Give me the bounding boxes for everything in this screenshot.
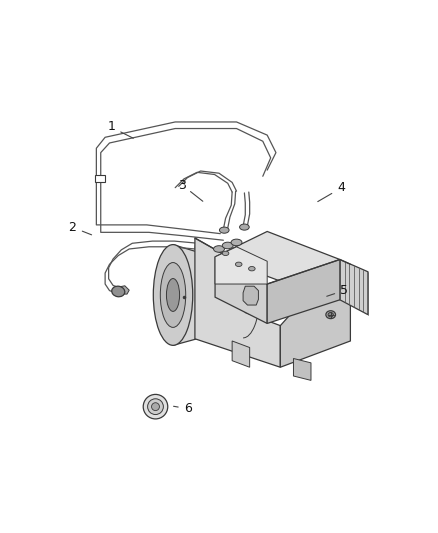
- Text: 3: 3: [178, 179, 186, 192]
- Text: 6: 6: [184, 402, 192, 415]
- Ellipse shape: [240, 224, 249, 230]
- Ellipse shape: [112, 286, 125, 297]
- Circle shape: [148, 399, 163, 415]
- Text: 2: 2: [68, 221, 76, 233]
- Polygon shape: [215, 247, 267, 284]
- Polygon shape: [280, 260, 350, 367]
- Polygon shape: [195, 238, 280, 367]
- Circle shape: [143, 394, 168, 419]
- Ellipse shape: [214, 246, 224, 252]
- Polygon shape: [113, 286, 129, 294]
- Ellipse shape: [219, 227, 229, 233]
- Ellipse shape: [160, 263, 186, 327]
- Ellipse shape: [328, 312, 333, 317]
- Polygon shape: [215, 231, 340, 284]
- Polygon shape: [232, 341, 250, 367]
- Ellipse shape: [236, 262, 242, 266]
- Bar: [95, 175, 105, 182]
- Circle shape: [152, 403, 159, 410]
- Polygon shape: [340, 260, 368, 314]
- Text: 5: 5: [340, 284, 348, 297]
- Polygon shape: [293, 359, 311, 381]
- Ellipse shape: [166, 279, 180, 311]
- Polygon shape: [215, 257, 267, 324]
- Ellipse shape: [249, 266, 255, 271]
- Ellipse shape: [222, 251, 229, 255]
- Polygon shape: [243, 286, 258, 305]
- Ellipse shape: [326, 311, 336, 319]
- Polygon shape: [267, 260, 340, 324]
- Text: 4: 4: [338, 181, 346, 194]
- Ellipse shape: [153, 245, 193, 345]
- Ellipse shape: [223, 242, 233, 249]
- Ellipse shape: [231, 239, 242, 246]
- Text: 1: 1: [108, 120, 116, 133]
- Polygon shape: [173, 245, 245, 345]
